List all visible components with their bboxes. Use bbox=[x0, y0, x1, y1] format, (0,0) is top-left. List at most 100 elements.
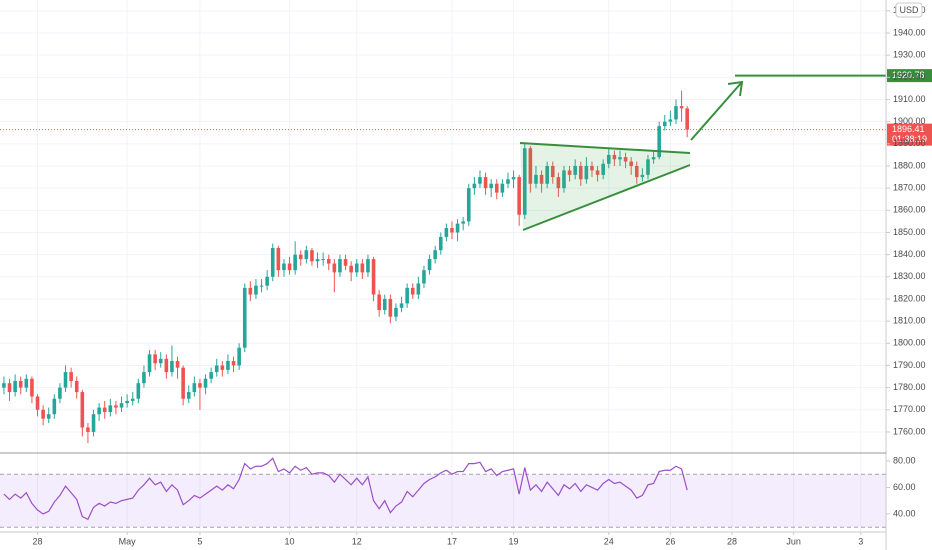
candle-body bbox=[461, 221, 465, 224]
triangle-lower bbox=[522, 164, 691, 231]
candle-body bbox=[338, 259, 342, 273]
last-price-box bbox=[887, 123, 932, 146]
x-tick-label: 12 bbox=[352, 536, 362, 546]
candle-body bbox=[270, 247, 275, 277]
candle-body bbox=[618, 157, 622, 160]
candle-body bbox=[433, 250, 437, 260]
candle-body bbox=[186, 392, 191, 399]
candle-body bbox=[450, 228, 454, 233]
y-tick-label: 1790.00 bbox=[893, 360, 926, 370]
candle-body bbox=[24, 378, 29, 388]
candle-body bbox=[220, 365, 225, 370]
candle-body bbox=[259, 285, 264, 287]
candle-body bbox=[130, 398, 135, 401]
candle-body bbox=[181, 367, 185, 399]
candle-body bbox=[640, 174, 645, 178]
candle-body bbox=[634, 165, 639, 178]
candle-body bbox=[444, 228, 449, 237]
candle-body bbox=[539, 174, 544, 184]
y-tick-label: 40.00 bbox=[893, 508, 916, 518]
candle-body bbox=[46, 414, 51, 419]
candle-body bbox=[102, 407, 107, 412]
candle-body bbox=[58, 387, 62, 399]
y-tick-label: 1910.00 bbox=[893, 94, 926, 104]
candle-body bbox=[242, 287, 247, 348]
target-box bbox=[887, 69, 932, 83]
candle-body bbox=[651, 157, 656, 160]
candle-body bbox=[304, 250, 309, 260]
candle-body bbox=[528, 148, 533, 184]
candle-body bbox=[310, 250, 314, 262]
candle-body bbox=[377, 294, 381, 311]
candle-body bbox=[662, 121, 667, 127]
candle-body bbox=[534, 174, 538, 184]
candle-body bbox=[612, 154, 617, 160]
candle-body bbox=[657, 126, 661, 158]
triangle-upper bbox=[519, 142, 691, 154]
candle-body bbox=[153, 354, 157, 364]
candle-body bbox=[293, 254, 297, 271]
candle-body bbox=[287, 263, 292, 271]
candle-body bbox=[550, 165, 555, 178]
rsi-pane bbox=[0, 457, 886, 528]
y-tick-label: 80.00 bbox=[893, 455, 916, 465]
candle-body bbox=[231, 361, 236, 366]
candle-body bbox=[315, 259, 320, 262]
candle-body bbox=[382, 298, 387, 311]
candle-body bbox=[562, 170, 566, 189]
candle-body bbox=[595, 170, 600, 175]
candle-body bbox=[394, 307, 398, 317]
last-price-label: 1896.41 bbox=[892, 124, 925, 134]
candle-body bbox=[388, 298, 393, 317]
y-tick-label: 1870.00 bbox=[893, 183, 926, 193]
candle-body bbox=[573, 165, 577, 175]
countdown: 01:38:19 bbox=[892, 134, 927, 144]
y-tick-label: 60.00 bbox=[893, 482, 916, 492]
candle-body bbox=[438, 236, 443, 251]
candle-body bbox=[214, 365, 219, 373]
x-tick-label: Jun bbox=[786, 536, 801, 546]
x-tick-label: 24 bbox=[604, 536, 614, 546]
candle-body bbox=[332, 263, 337, 273]
candle-body bbox=[679, 106, 684, 109]
y-tick-label: 1900.00 bbox=[893, 116, 926, 126]
candle-body bbox=[326, 259, 331, 264]
y-tick-label: 1890.00 bbox=[893, 138, 926, 148]
y-tick-label: 1760.00 bbox=[893, 426, 926, 436]
candle-body bbox=[629, 161, 633, 166]
candle-body bbox=[623, 157, 628, 162]
candle-body bbox=[366, 259, 370, 273]
candle-body bbox=[466, 188, 471, 222]
x-tick-label: 26 bbox=[665, 536, 675, 546]
y-tick-label: 1820.00 bbox=[893, 293, 926, 303]
candle-body bbox=[265, 276, 269, 286]
y-tick-label: 1860.00 bbox=[893, 205, 926, 215]
candle-body bbox=[282, 263, 286, 271]
y-tick-label: 1810.00 bbox=[893, 316, 926, 326]
x-tick-label: 10 bbox=[285, 536, 295, 546]
candle-body bbox=[584, 165, 589, 180]
candle-body bbox=[410, 287, 415, 295]
y-tick-label: 1850.00 bbox=[893, 227, 926, 237]
candle-body bbox=[511, 177, 516, 180]
candle-body bbox=[674, 106, 678, 120]
triangle-fill bbox=[520, 143, 690, 230]
y-tick-label: 1770.00 bbox=[893, 404, 926, 414]
y-tick-label: 1800.00 bbox=[893, 338, 926, 348]
rsi-line bbox=[3, 457, 688, 521]
y-tick-label: 1880.00 bbox=[893, 160, 926, 170]
candle-body bbox=[506, 179, 510, 184]
candle-body bbox=[500, 183, 505, 193]
candle-body bbox=[114, 405, 118, 408]
x-tick-label: 5 bbox=[197, 536, 202, 546]
candle-body bbox=[41, 409, 45, 419]
candle-body bbox=[427, 259, 432, 271]
currency: USD bbox=[899, 5, 919, 15]
candle-body bbox=[590, 165, 594, 171]
candle-body bbox=[422, 270, 426, 284]
x-tick-label: 28 bbox=[33, 536, 43, 546]
candle-body bbox=[198, 383, 202, 388]
candle-body bbox=[349, 265, 353, 273]
